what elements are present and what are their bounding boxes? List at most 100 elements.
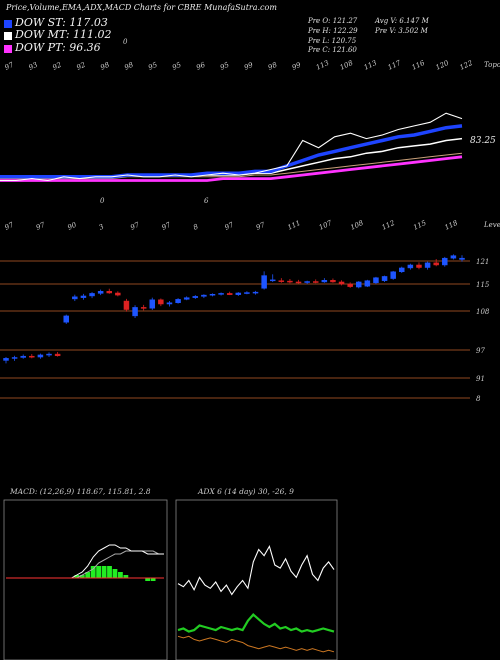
pre-volume: Pre V: 3.502 M <box>375 27 428 35</box>
ema-top-label: 117 <box>387 59 403 72</box>
price-candle <box>364 279 371 288</box>
macd-hist-bar <box>107 566 112 578</box>
macd-hist-bar <box>74 575 80 578</box>
macd-hist-bar <box>150 578 156 581</box>
avg-volume: Avg V: 6.147 M <box>375 17 429 25</box>
price-candle <box>278 278 285 283</box>
price-candle <box>244 291 250 295</box>
price-candle <box>201 294 207 299</box>
price-y-tick: 91 <box>476 375 485 383</box>
price-candles <box>3 254 465 364</box>
price-top-label: 97 <box>3 221 15 232</box>
price-candle <box>115 291 121 297</box>
price-top-label: 107 <box>318 219 334 232</box>
price-candle <box>158 298 164 307</box>
pre-close: Pre C: 121.60 <box>308 46 357 54</box>
adx-content <box>177 544 335 653</box>
price-corner-label: Levels <box>483 221 500 229</box>
macd-hist-bar <box>145 578 151 581</box>
chart-title: Price,Volume,EMA,ADX,MACD Charts for CBR… <box>6 3 277 12</box>
macd-hist-bar <box>90 566 96 578</box>
legend-dow-pt: DOW PT: 96.36 <box>15 41 101 54</box>
price-grid: 121 115 108 97 91 8 <box>0 258 490 403</box>
price-top-label: 97 <box>35 221 47 232</box>
macd-box <box>3 499 168 660</box>
price-candle <box>450 254 457 260</box>
adx-series-adx <box>177 544 335 596</box>
macd-hist-bar <box>96 566 102 578</box>
legend-swatch-pt <box>4 45 12 53</box>
price-candle <box>338 280 345 286</box>
price-y-tick: 121 <box>476 258 489 266</box>
price-candle <box>235 292 242 296</box>
ema-lines <box>0 112 463 182</box>
legend-dow-mt: DOW MT: 111.02 <box>15 28 112 41</box>
price-top-label: 90 <box>66 221 78 232</box>
price-candle <box>46 352 52 358</box>
price-candle <box>63 314 69 324</box>
ema-top-labels: 97 93 92 92 98 98 95 95 96 95 99 98 99 113 108 113 117 11… <box>3 59 474 72</box>
pre-open: Pre O: 121.27 <box>308 17 358 25</box>
price-candle <box>3 357 9 364</box>
price-top-label: 97 <box>223 221 235 232</box>
ema-top-label: 98 <box>123 61 135 72</box>
ema-mid-labels: 0 0 6 <box>100 38 209 205</box>
price-candle <box>89 292 95 299</box>
price-candle <box>252 290 259 295</box>
price-candle <box>20 354 26 359</box>
ema-top-label: 99 <box>291 61 303 72</box>
ema-price-label: 83.25 <box>470 136 496 146</box>
legend-dow-st: DOW ST: 117.03 <box>15 16 108 29</box>
price-candle <box>330 278 336 283</box>
price-candle <box>149 297 156 310</box>
price-y-tick: 97 <box>476 347 485 355</box>
price-candle <box>416 262 422 270</box>
ema-series-ema_long <box>0 155 463 182</box>
ema-top-label: 92 <box>51 61 63 72</box>
price-candle <box>123 298 130 312</box>
price-candle <box>304 280 310 285</box>
adx-header: ADX 6 (14 day) 30, -26, 9 <box>197 487 294 496</box>
price-candle <box>321 278 328 283</box>
price-candle <box>356 281 362 289</box>
ema-mid-label: 0 <box>123 38 128 46</box>
price-candle <box>72 294 78 302</box>
price-top-label: 8 <box>192 222 200 231</box>
ema-top-label: 116 <box>411 59 427 72</box>
ema-panel: 97 93 92 92 98 98 95 95 96 95 99 98 99 113 108 113 117 11… <box>0 38 500 205</box>
price-candle <box>459 255 465 262</box>
ema-top-label: 96 <box>195 61 207 72</box>
price-candle <box>106 288 112 294</box>
price-candle <box>132 305 138 319</box>
ema-top-label: 98 <box>99 61 111 72</box>
price-candle <box>80 293 87 300</box>
price-candle <box>312 279 319 284</box>
ema-top-label: 92 <box>75 61 87 72</box>
price-candle <box>287 278 293 284</box>
price-candle <box>433 259 439 267</box>
price-candle <box>424 261 431 270</box>
price-top-label: 97 <box>161 221 173 232</box>
macd-content <box>6 544 164 581</box>
macd-hist-bar <box>79 575 85 578</box>
ema-top-label: 113 <box>315 59 331 72</box>
price-candle <box>226 291 233 296</box>
ema-mid-label: 6 <box>204 197 209 205</box>
ema-top-label: 95 <box>171 61 183 72</box>
adx-box <box>175 499 338 660</box>
price-candle <box>390 270 396 280</box>
ema-top-label: 95 <box>219 61 231 72</box>
price-top-label: 111 <box>286 219 302 232</box>
ema-top-label: 108 <box>339 59 355 72</box>
price-candle <box>261 271 267 290</box>
price-top-label: 97 <box>129 221 141 232</box>
macd-hist-bar <box>112 569 118 578</box>
ema-series-price <box>0 112 463 182</box>
price-candle <box>269 274 276 282</box>
price-candle <box>192 295 199 299</box>
ema-top-label: 93 <box>27 61 39 72</box>
price-candle <box>399 266 405 274</box>
ema-corner-label: Topo <box>484 61 500 69</box>
ema-top-label: 99 <box>243 61 255 72</box>
